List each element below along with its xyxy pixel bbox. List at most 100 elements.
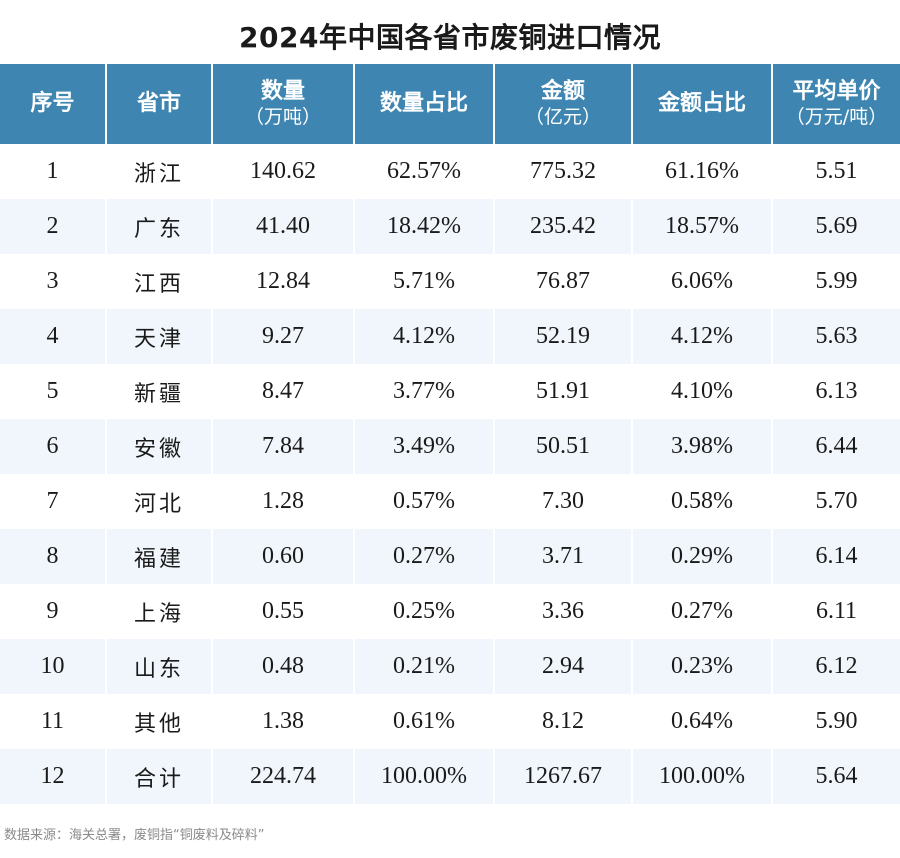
cell-index: 7 bbox=[0, 474, 106, 529]
cell-province: 广东 bbox=[105, 199, 212, 254]
table-header-row: 序号 省市 数量 （万吨） 数量占比 金额 （亿元） 金额占比 平均单价 （万元/吨） bbox=[0, 64, 900, 144]
cell-quantity-share: 0.27% bbox=[353, 529, 494, 584]
cell-quantity: 0.60 bbox=[211, 529, 354, 584]
cell-amount-share: 0.64% bbox=[631, 694, 772, 749]
cell-avg-price: 5.69 bbox=[771, 199, 900, 254]
cell-amount-share: 100.00% bbox=[631, 749, 772, 804]
cell-quantity-share: 0.25% bbox=[353, 584, 494, 639]
cell-province: 江西 bbox=[105, 254, 212, 309]
table-row: 3 江西 12.84 5.71% 76.87 6.06% 5.99 bbox=[0, 254, 900, 309]
cell-quantity: 224.74 bbox=[211, 749, 354, 804]
cell-province: 浙江 bbox=[105, 144, 212, 199]
cell-amount-share: 4.12% bbox=[631, 309, 772, 364]
header-province: 省市 bbox=[105, 64, 212, 144]
cell-amount-share: 6.06% bbox=[631, 254, 772, 309]
cell-province: 天津 bbox=[105, 309, 212, 364]
cell-province: 新疆 bbox=[105, 364, 212, 419]
header-quantity-share: 数量占比 bbox=[353, 64, 494, 144]
cell-amount: 3.36 bbox=[493, 584, 632, 639]
cell-quantity: 12.84 bbox=[211, 254, 354, 309]
cell-province: 其他 bbox=[105, 694, 212, 749]
cell-quantity-share: 3.49% bbox=[353, 419, 494, 474]
table-row: 6 安徽 7.84 3.49% 50.51 3.98% 6.44 bbox=[0, 419, 900, 474]
cell-avg-price: 5.70 bbox=[771, 474, 900, 529]
cell-amount-share: 0.29% bbox=[631, 529, 772, 584]
cell-avg-price: 6.11 bbox=[771, 584, 900, 639]
header-quantity: 数量 （万吨） bbox=[211, 64, 354, 144]
cell-quantity-share: 18.42% bbox=[353, 199, 494, 254]
cell-quantity-share: 0.21% bbox=[353, 639, 494, 694]
header-avg-price: 平均单价 （万元/吨） bbox=[771, 64, 900, 144]
cell-quantity: 140.62 bbox=[211, 144, 354, 199]
cell-province: 福建 bbox=[105, 529, 212, 584]
table-row: 11 其他 1.38 0.61% 8.12 0.64% 5.90 bbox=[0, 694, 900, 749]
cell-amount: 2.94 bbox=[493, 639, 632, 694]
import-table: 序号 省市 数量 （万吨） 数量占比 金额 （亿元） 金额占比 平均单价 （万元/吨）… bbox=[0, 64, 900, 804]
cell-quantity-share: 62.57% bbox=[353, 144, 494, 199]
table-row: 2 广东 41.40 18.42% 235.42 18.57% 5.69 bbox=[0, 199, 900, 254]
cell-avg-price: 5.99 bbox=[771, 254, 900, 309]
cell-index: 4 bbox=[0, 309, 106, 364]
cell-amount-share: 4.10% bbox=[631, 364, 772, 419]
cell-avg-price: 5.51 bbox=[771, 144, 900, 199]
cell-avg-price: 5.63 bbox=[771, 309, 900, 364]
cell-quantity: 41.40 bbox=[211, 199, 354, 254]
table-row: 8 福建 0.60 0.27% 3.71 0.29% 6.14 bbox=[0, 529, 900, 584]
cell-quantity-share: 0.61% bbox=[353, 694, 494, 749]
cell-index: 6 bbox=[0, 419, 106, 474]
cell-avg-price: 6.14 bbox=[771, 529, 900, 584]
cell-index: 1 bbox=[0, 144, 106, 199]
cell-quantity-share: 4.12% bbox=[353, 309, 494, 364]
table-row: 5 新疆 8.47 3.77% 51.91 4.10% 6.13 bbox=[0, 364, 900, 419]
source-note: 数据来源：海关总署，废铜指“铜废料及碎料” bbox=[4, 828, 265, 843]
table-row: 7 河北 1.28 0.57% 7.30 0.58% 5.70 bbox=[0, 474, 900, 529]
cell-index: 3 bbox=[0, 254, 106, 309]
table-row: 12 合计 224.74 100.00% 1267.67 100.00% 5.64 bbox=[0, 749, 900, 804]
cell-amount: 1267.67 bbox=[493, 749, 632, 804]
cell-quantity: 0.55 bbox=[211, 584, 354, 639]
cell-amount: 76.87 bbox=[493, 254, 632, 309]
cell-index: 11 bbox=[0, 694, 106, 749]
cell-amount-share: 0.27% bbox=[631, 584, 772, 639]
cell-province: 合计 bbox=[105, 749, 212, 804]
cell-amount-share: 0.58% bbox=[631, 474, 772, 529]
cell-avg-price: 6.12 bbox=[771, 639, 900, 694]
cell-quantity-share: 100.00% bbox=[353, 749, 494, 804]
cell-index: 10 bbox=[0, 639, 106, 694]
cell-quantity: 1.28 bbox=[211, 474, 354, 529]
table-body: 1 浙江 140.62 62.57% 775.32 61.16% 5.51 2 广东 41.40 1… bbox=[0, 144, 900, 804]
cell-avg-price: 6.44 bbox=[771, 419, 900, 474]
cell-quantity: 0.48 bbox=[211, 639, 354, 694]
cell-amount: 235.42 bbox=[493, 199, 632, 254]
cell-quantity-share: 5.71% bbox=[353, 254, 494, 309]
cell-province: 河北 bbox=[105, 474, 212, 529]
cell-index: 5 bbox=[0, 364, 106, 419]
cell-quantity: 9.27 bbox=[211, 309, 354, 364]
cell-amount-share: 3.98% bbox=[631, 419, 772, 474]
cell-province: 安徽 bbox=[105, 419, 212, 474]
cell-index: 2 bbox=[0, 199, 106, 254]
cell-amount-share: 0.23% bbox=[631, 639, 772, 694]
cell-quantity: 7.84 bbox=[211, 419, 354, 474]
cell-avg-price: 5.64 bbox=[771, 749, 900, 804]
header-amount: 金额 （亿元） bbox=[493, 64, 632, 144]
cell-amount: 50.51 bbox=[493, 419, 632, 474]
cell-amount-share: 18.57% bbox=[631, 199, 772, 254]
page-title: 2024年中国各省市废铜进口情况 bbox=[239, 21, 661, 54]
cell-quantity-share: 0.57% bbox=[353, 474, 494, 529]
table-row: 10 山东 0.48 0.21% 2.94 0.23% 6.12 bbox=[0, 639, 900, 694]
cell-province: 上海 bbox=[105, 584, 212, 639]
cell-amount: 8.12 bbox=[493, 694, 632, 749]
cell-amount: 775.32 bbox=[493, 144, 632, 199]
cell-index: 8 bbox=[0, 529, 106, 584]
cell-amount: 52.19 bbox=[493, 309, 632, 364]
cell-amount: 51.91 bbox=[493, 364, 632, 419]
table-row: 1 浙江 140.62 62.57% 775.32 61.16% 5.51 bbox=[0, 144, 900, 199]
cell-province: 山东 bbox=[105, 639, 212, 694]
cell-quantity: 8.47 bbox=[211, 364, 354, 419]
cell-avg-price: 5.90 bbox=[771, 694, 900, 749]
cell-quantity: 1.38 bbox=[211, 694, 354, 749]
cell-amount: 3.71 bbox=[493, 529, 632, 584]
cell-amount-share: 61.16% bbox=[631, 144, 772, 199]
table-row: 4 天津 9.27 4.12% 52.19 4.12% 5.63 bbox=[0, 309, 900, 364]
